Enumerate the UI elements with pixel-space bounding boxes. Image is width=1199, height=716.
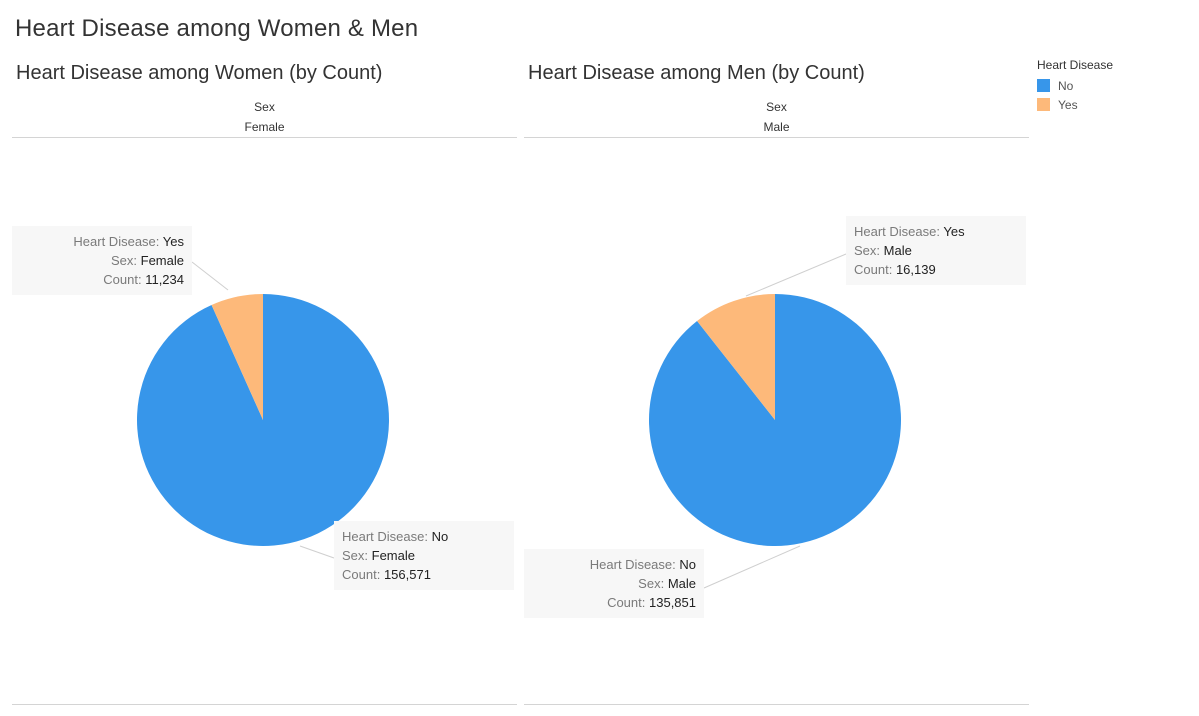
tooltip-value-heart-disease: No	[431, 529, 449, 544]
tooltip-value-sex: Female	[140, 253, 184, 268]
legend-label-yes: Yes	[1058, 97, 1078, 112]
women-pie-sheet: Heart Disease among Women (by Count) Sex…	[12, 60, 517, 706]
women-tooltip-leader-line	[299, 545, 335, 559]
tooltip-value-sex: Male	[667, 576, 696, 591]
men-pie-chart[interactable]	[524, 60, 1029, 706]
women-header-value[interactable]: Female	[244, 120, 285, 134]
tooltip-key-count: Count:	[342, 567, 381, 582]
tooltip-key-heart-disease: Heart Disease:	[854, 224, 940, 239]
men-bottom-divider	[524, 704, 1029, 705]
women-tooltip-leader-line	[191, 261, 229, 291]
men-pie-sheet: Heart Disease among Men (by Count) Sex M…	[524, 60, 1029, 706]
women-slice-yes[interactable]	[211, 294, 263, 420]
women-header-divider	[12, 137, 517, 138]
tooltip-value-count: 156,571	[383, 567, 431, 582]
tooltip-key-count: Count:	[103, 272, 142, 287]
women-header-field: Sex	[254, 100, 275, 114]
men-slice-yes[interactable]	[697, 294, 775, 420]
tooltip-key-count: Count:	[854, 262, 893, 277]
tooltip-key-count: Count:	[607, 595, 646, 610]
men-yes-tooltip: Heart Disease: Yes Sex: Male Count: 16,1…	[846, 216, 1026, 285]
tooltip-value-sex: Male	[883, 243, 912, 258]
women-pie-chart[interactable]	[12, 60, 517, 706]
dashboard-title: Heart Disease among Women & Men	[15, 15, 419, 42]
legend-item-yes[interactable]: Yes	[1037, 95, 1113, 114]
tooltip-value-heart-disease: No	[679, 557, 696, 572]
tooltip-key-sex: Sex:	[638, 576, 665, 591]
tooltip-key-heart-disease: Heart Disease:	[589, 557, 676, 572]
tooltip-key-sex: Sex:	[111, 253, 138, 268]
tooltip-value-sex: Female	[371, 548, 415, 563]
tooltip-value-count: 16,139	[895, 262, 936, 277]
legend-item-no[interactable]: No	[1037, 76, 1113, 95]
tooltip-value-count: 11,234	[145, 272, 184, 287]
legend-swatch-yes	[1037, 98, 1050, 111]
tooltip-value-heart-disease: Yes	[943, 224, 965, 239]
men-tooltip-leader-line	[703, 545, 801, 589]
men-no-tooltip: Heart Disease: No Sex: Male Count: 135,8…	[524, 549, 704, 618]
legend: Heart Disease No Yes	[1037, 58, 1113, 114]
men-chart-title: Heart Disease among Men (by Count)	[528, 62, 865, 84]
women-yes-tooltip: Heart Disease: Yes Sex: Female Count: 11…	[12, 226, 192, 295]
tooltip-key-heart-disease: Heart Disease:	[73, 234, 160, 249]
tooltip-key-sex: Sex:	[342, 548, 369, 563]
men-header-field: Sex	[766, 100, 787, 114]
legend-title: Heart Disease	[1037, 58, 1114, 72]
men-header-divider	[524, 137, 1029, 138]
tooltip-value-count: 135,851	[649, 595, 696, 610]
men-header-value[interactable]: Male	[763, 120, 790, 134]
tooltip-key-sex: Sex:	[854, 243, 881, 258]
tooltip-key-heart-disease: Heart Disease:	[342, 529, 428, 544]
women-bottom-divider	[12, 704, 517, 705]
legend-label-no: No	[1058, 78, 1074, 93]
men-tooltip-leader-line	[745, 253, 847, 297]
legend-swatch-no	[1037, 79, 1050, 92]
tooltip-value-heart-disease: Yes	[162, 234, 184, 249]
women-no-tooltip: Heart Disease: No Sex: Female Count: 156…	[334, 521, 514, 590]
women-chart-title: Heart Disease among Women (by Count)	[16, 62, 383, 84]
